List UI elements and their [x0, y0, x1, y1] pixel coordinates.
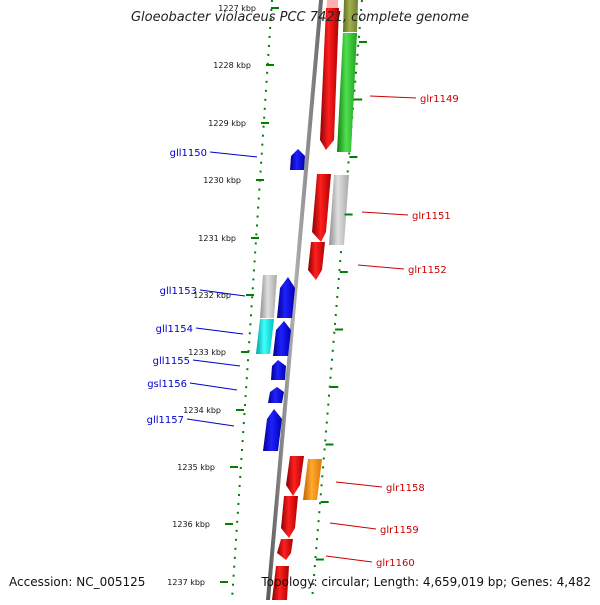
- locus-label-forward: glr1160: [376, 558, 415, 569]
- leader-line: [195, 327, 244, 335]
- gene-glr1161: [272, 566, 289, 600]
- leader-line: [357, 264, 405, 270]
- leader-line: [186, 418, 235, 427]
- locus-label-forward: glr1158: [386, 483, 425, 494]
- leader-line: [189, 382, 238, 391]
- gene-glr1152: [308, 242, 325, 280]
- accession-label: Accession: NC_005125: [9, 575, 146, 589]
- topology-label: Topology: circular; Length: 4,659,019 bp…: [261, 575, 591, 589]
- leader-line: [335, 481, 383, 488]
- map-title: Gloeobacter violaceus PCC 7421, complete…: [130, 10, 470, 25]
- gene-glr1149: [320, 8, 339, 150]
- leader-line: [329, 522, 377, 530]
- gene-glr1151-red: [312, 174, 331, 242]
- locus-labels: glr1149 glr1151 glr1152 glr1158 glr1159 glr11…: [147, 94, 459, 569]
- kbp-tick-label: 1228 kbp: [213, 61, 251, 70]
- kbp-tick-label: 1235 kbp: [177, 463, 215, 472]
- kbp-tick-label: 1231 kbp: [198, 234, 236, 243]
- gene-gsl1156: [268, 387, 284, 403]
- gene-gll1155: [271, 360, 286, 380]
- gene-gll1154: [273, 321, 291, 356]
- kbp-tick-label: 1227 kbp: [218, 4, 256, 13]
- kbp-tick-label: 1230 kbp: [203, 176, 241, 185]
- locus-label-forward: glr1149: [420, 94, 459, 105]
- gene-gll1157: [263, 409, 282, 451]
- kbp-tick-label: 1233 kbp: [188, 348, 226, 357]
- locus-label-reverse: gll1154: [156, 324, 193, 335]
- ruler-dotted-lines: [231, 0, 363, 601]
- gene-gll1150: [290, 149, 305, 170]
- leader-line: [209, 151, 258, 158]
- ruler-line-right: [311, 0, 363, 601]
- leader-line: [199, 289, 246, 297]
- gene-green: [337, 33, 357, 152]
- leader-line: [361, 211, 409, 216]
- ruler-ticks: 1227 kbp 1228 kbp 1229 kbp 1230 kbp 1231 kbp…: [167, 4, 367, 587]
- gene-glr1158: [286, 456, 304, 496]
- leader-line: [192, 359, 241, 367]
- kbp-tick-label: 1229 kbp: [208, 119, 246, 128]
- gene-glr1151-pseudo: [329, 175, 349, 245]
- gene-glr1160: [277, 539, 293, 560]
- gene-glr1159: [281, 496, 298, 538]
- genome-backbone: [266, 0, 323, 600]
- gene-orange: [303, 459, 322, 500]
- locus-label-reverse: gsl1156: [147, 379, 187, 390]
- leader-line: [325, 555, 373, 563]
- kbp-tick-label: 1232 kbp: [193, 291, 231, 300]
- locus-label-forward: glr1151: [412, 211, 451, 222]
- kbp-tick-label: 1236 kbp: [172, 520, 210, 529]
- leader-line: [369, 95, 417, 99]
- gene-green-upstream: [343, 0, 358, 32]
- ruler-line-left: [231, 0, 273, 601]
- kbp-tick-label: 1237 kbp: [167, 578, 205, 587]
- locus-label-forward: glr1152: [408, 265, 447, 276]
- locus-label-forward: glr1159: [380, 525, 419, 536]
- locus-label-reverse: gll1155: [153, 356, 190, 367]
- locus-label-reverse: gll1150: [170, 148, 207, 159]
- gene-features: [256, 0, 358, 600]
- kbp-tick-label: 1234 kbp: [183, 406, 221, 415]
- locus-label-reverse: gll1153: [160, 286, 197, 297]
- locus-label-reverse: gll1157: [147, 415, 184, 426]
- gene-gll1154-rna: [256, 319, 274, 354]
- gene-gll1153: [277, 277, 295, 318]
- gene-gll1153-pseudo: [260, 275, 277, 318]
